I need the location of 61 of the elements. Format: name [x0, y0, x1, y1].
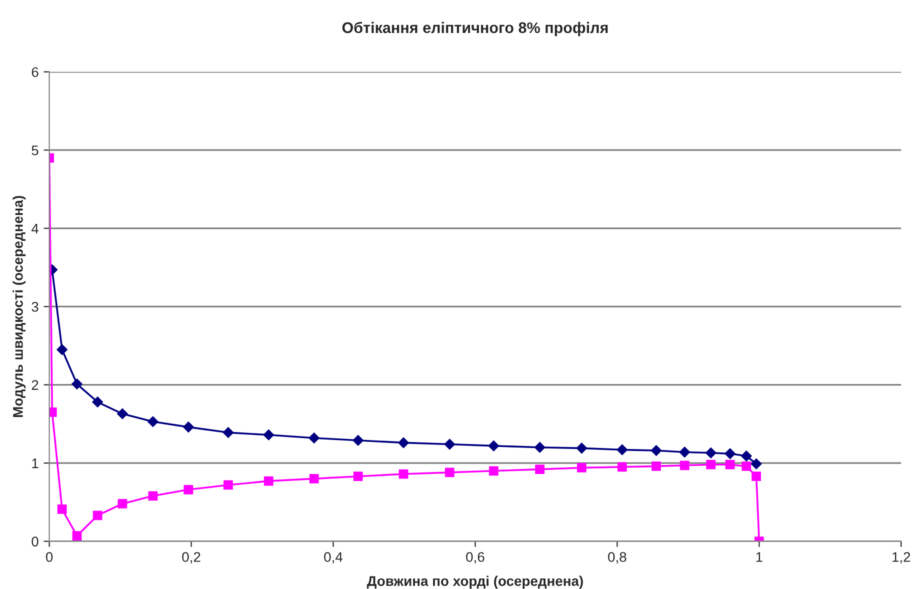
point	[616, 444, 628, 456]
point	[398, 437, 409, 448]
x-tick-label: 0,4	[324, 552, 342, 564]
point	[148, 416, 158, 428]
point	[650, 445, 662, 456]
y-axis-title: Модуль швидкості (осереднена)	[12, 196, 26, 417]
point	[263, 429, 274, 440]
x-tick-label: 0,8	[608, 552, 626, 564]
point	[309, 474, 319, 484]
point	[72, 378, 82, 390]
x-tick-label: 1,2	[892, 552, 910, 564]
y-tick-label: 6	[32, 67, 38, 78]
point	[264, 476, 274, 486]
point	[680, 460, 690, 470]
y-tick-label: 1	[32, 458, 38, 468]
point	[224, 480, 233, 490]
point	[398, 469, 408, 479]
point	[148, 491, 158, 501]
point	[740, 450, 752, 462]
x-tick-label: 1	[756, 552, 762, 562]
point	[724, 448, 736, 460]
x-tick-label: 0	[46, 552, 53, 562]
point	[352, 434, 364, 446]
point	[617, 462, 627, 472]
point	[444, 468, 454, 478]
point	[118, 499, 128, 508]
point	[706, 460, 716, 470]
point	[488, 440, 500, 452]
x-axis-title: Довжина по хорді (осереднена)	[366, 576, 583, 589]
point	[183, 422, 194, 432]
y-tick-label: 5	[32, 146, 38, 156]
point	[222, 427, 234, 438]
chart-title: Обтікання еліптичного 8% профіля	[342, 22, 608, 36]
point	[576, 442, 588, 454]
point	[72, 531, 82, 540]
point	[705, 447, 716, 458]
point	[535, 464, 544, 474]
point	[725, 460, 735, 470]
point	[652, 461, 661, 471]
y-tick-label: 4	[31, 224, 38, 234]
point	[534, 442, 546, 453]
point	[488, 466, 498, 476]
x-tick-label: 0,6	[466, 552, 484, 564]
point	[56, 344, 68, 356]
point	[679, 446, 690, 458]
point	[742, 461, 752, 471]
point	[308, 432, 320, 444]
point	[577, 463, 586, 472]
point	[116, 408, 128, 420]
x-tick-label: 0,2	[182, 552, 200, 564]
point	[750, 458, 762, 470]
point	[57, 504, 67, 514]
y-tick-label: 2	[32, 380, 38, 390]
y-tick-label: 0	[32, 536, 38, 546]
point	[444, 438, 456, 450]
point	[184, 484, 194, 494]
point	[92, 510, 102, 520]
y-tick-label: 3	[32, 302, 38, 312]
point	[752, 472, 762, 482]
point	[353, 472, 363, 482]
point	[92, 396, 104, 408]
